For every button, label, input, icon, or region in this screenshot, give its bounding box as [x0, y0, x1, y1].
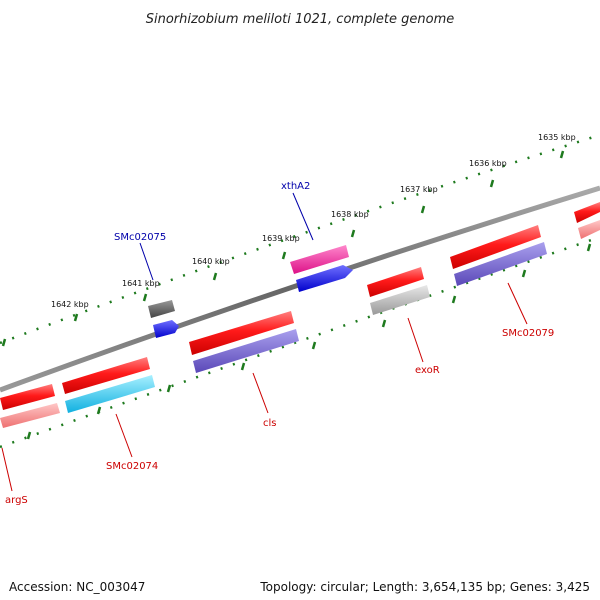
- gene-label-cls: cls: [263, 418, 277, 429]
- gene-arrow-edge: [574, 202, 600, 223]
- gene-arrow-argS-cds: [0, 403, 60, 428]
- outer-major-ticks: [1, 150, 565, 347]
- gene-arrow-edge-cds: [578, 220, 600, 239]
- gene-arrow-smc02074-cds: [65, 375, 155, 413]
- gene-arrow-xthA2-cds: [296, 265, 353, 292]
- gene-arrow-exoR: [367, 267, 424, 297]
- gene-arrow-cls-cds: [193, 329, 299, 373]
- map-title: Sinorhizobium meliloti 1021, complete ge…: [146, 12, 455, 27]
- gene-arrow-argS: [0, 384, 55, 410]
- tick-label: 1641 kbp: [122, 279, 160, 288]
- gene-arrow-smc02079: [450, 225, 541, 269]
- tick-label: 1636 kbp: [469, 159, 507, 168]
- gene-arrow-cls: [189, 311, 294, 355]
- gene-label-xthA2: xthA2: [281, 181, 310, 192]
- genome-summary: Topology: circular; Length: 3,654,135 bp…: [260, 580, 590, 594]
- gene-label-smc02074: SMc02074: [106, 461, 158, 472]
- outer-tick-track: [0, 133, 600, 345]
- tick-label: 1642 kbp: [51, 300, 89, 309]
- gene-arrow-xthA2: [290, 245, 349, 274]
- gene-label-argS: argS: [5, 495, 28, 506]
- gene-arrow-smc02079-cds: [454, 242, 547, 286]
- gene-label-smc02079: SMc02079: [502, 328, 554, 339]
- gene-arrow-exoR-cds: [370, 285, 430, 315]
- tick-label: 1640 kbp: [192, 257, 230, 266]
- accession-label: Accession: NC_003047: [9, 580, 146, 594]
- tick-label: 1635 kbp: [538, 133, 576, 142]
- inner-major-ticks: [26, 243, 592, 440]
- inner-tick-track: [0, 235, 600, 449]
- gene-arrow-smc02075: [148, 300, 175, 318]
- tick-label: 1638 kbp: [331, 210, 369, 219]
- label-leaders: [1, 192, 528, 492]
- gene-arrow-smc02075-cds: [153, 320, 179, 338]
- gene-label-smc02075: SMc02075: [114, 232, 166, 243]
- tick-label: 1639 kbp: [262, 234, 300, 243]
- tick-label: 1637 kbp: [400, 185, 438, 194]
- gene-label-exoR: exoR: [415, 365, 440, 376]
- gene-arrow-smc02074: [62, 357, 150, 394]
